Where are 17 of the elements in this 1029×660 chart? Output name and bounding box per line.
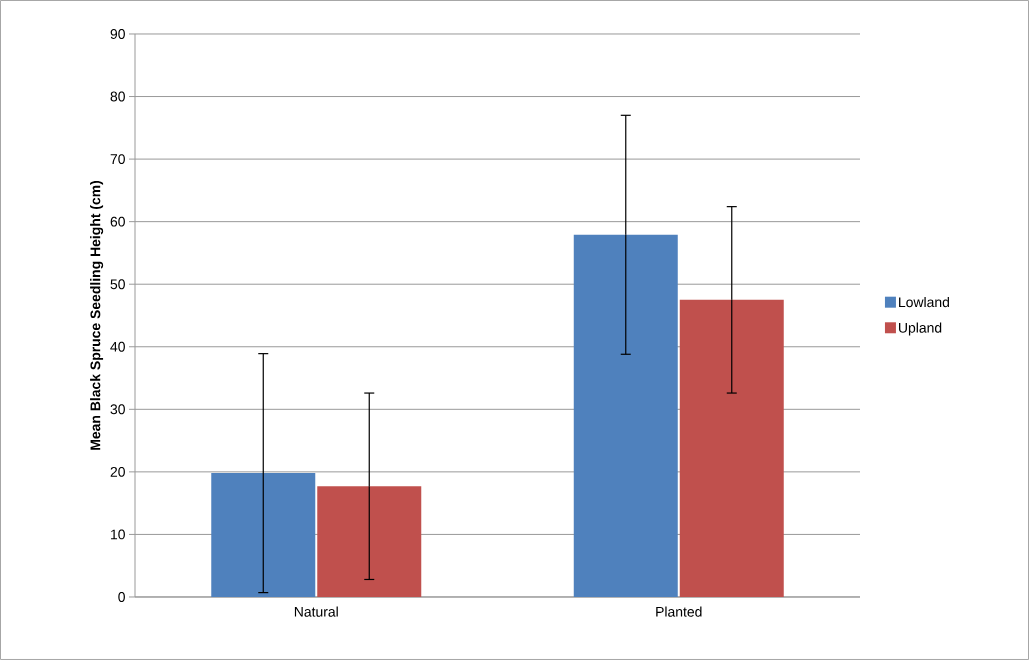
y-tick-label: 80 — [110, 91, 125, 102]
y-tick-label: 70 — [110, 154, 125, 165]
legend-label: Lowland — [899, 296, 949, 308]
y-tick-label: 50 — [110, 279, 125, 290]
bar — [679, 299, 784, 597]
y-tick-label: 20 — [110, 466, 125, 477]
y-tick-label: 40 — [110, 341, 125, 352]
y-tick-label: 90 — [110, 29, 125, 39]
x-tick-label: Natural — [294, 606, 338, 617]
x-tick-label: Planted — [656, 606, 702, 617]
bar — [573, 234, 678, 597]
legend-label: Upland — [899, 322, 942, 336]
y-tick-label: 30 — [110, 404, 125, 415]
y-tick-label: 60 — [110, 216, 125, 227]
y-tick-label: 0 — [118, 592, 125, 602]
y-tick-label: 10 — [111, 529, 125, 540]
y-axis-title: Mean Black Spruce Seedling Height (cm) — [90, 180, 104, 450]
